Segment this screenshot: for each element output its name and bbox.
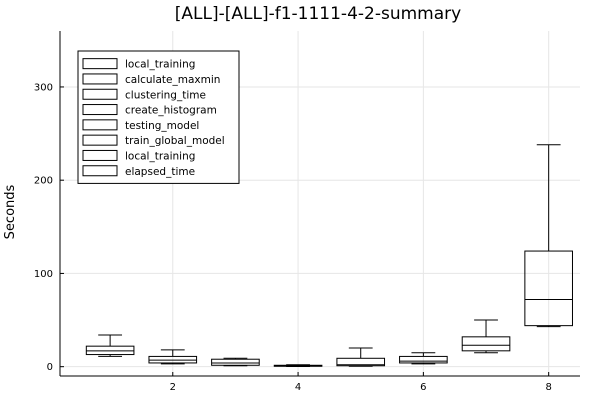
- box-iqr: [461, 336, 511, 352]
- axes: [59, 31, 580, 377]
- legend-label: create_histogram: [125, 105, 217, 117]
- legend-swatch: [82, 134, 118, 146]
- box-8: [524, 144, 573, 328]
- box-iqr: [399, 355, 448, 364]
- x-tick-label: 6: [420, 382, 426, 393]
- box-1: [85, 334, 135, 357]
- legend-swatch: [82, 149, 118, 161]
- legend-swatch: [82, 58, 118, 70]
- chart-title: [ALL]-[ALL]-f1-1111-4-2-summary: [175, 4, 461, 24]
- tick-labels: 2 4 6 8 0 100 200 300: [34, 82, 552, 393]
- legend-swatch: [82, 104, 118, 116]
- box-3: [211, 357, 260, 367]
- legend-label: clustering_time: [125, 89, 206, 101]
- box-2: [148, 349, 198, 365]
- y-tick-label: 200: [34, 176, 53, 187]
- legend-label: local_training: [125, 59, 195, 71]
- legend-label: local_training: [125, 150, 195, 162]
- legend-label: calculate_maxmin: [125, 74, 220, 86]
- box-5: [336, 347, 386, 367]
- legend-swatch: [82, 165, 118, 177]
- y-tick-label: 300: [34, 82, 53, 93]
- x-tick-label: 2: [170, 382, 176, 393]
- box-7: [461, 319, 511, 354]
- box-6: [399, 352, 448, 365]
- y-tick-label: 100: [34, 269, 53, 280]
- legend-label: train_global_model: [125, 135, 225, 147]
- legend-label: testing_model: [125, 120, 199, 132]
- legend-swatch: [82, 119, 118, 131]
- box-iqr: [211, 358, 260, 366]
- box-series: [85, 144, 573, 367]
- legend-swatch: [82, 73, 118, 85]
- x-tick-label: 4: [295, 382, 301, 393]
- x-tick-label: 8: [545, 382, 551, 393]
- legend-swatch: [82, 88, 118, 100]
- legend-label: elapsed_time: [125, 166, 195, 178]
- legend: local_training calculate_maxmin clustering…: [77, 50, 240, 184]
- legend-box: [77, 50, 240, 184]
- y-axis-label: Seconds: [3, 184, 18, 239]
- box-iqr: [336, 357, 386, 367]
- y-tick-label: 0: [47, 362, 53, 373]
- box-4: [273, 364, 323, 367]
- box-iqr: [524, 250, 573, 327]
